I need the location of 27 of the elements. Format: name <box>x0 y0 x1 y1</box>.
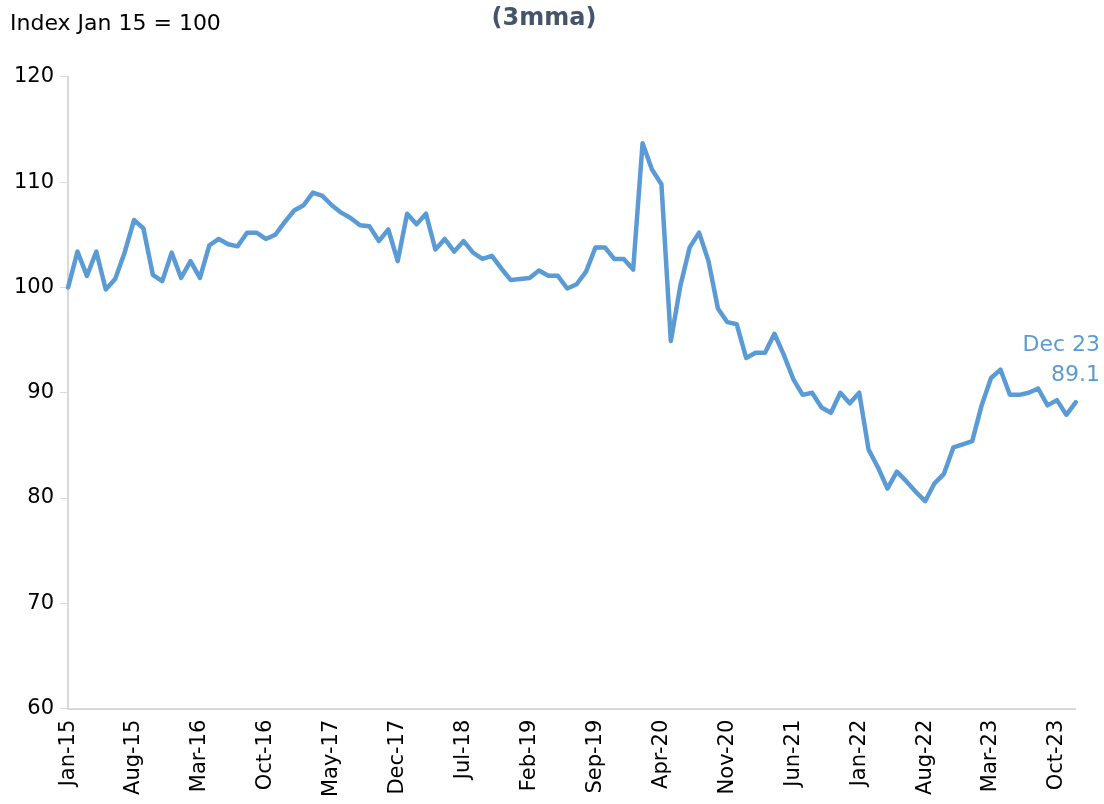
x-tick-label: Mar-16 <box>186 719 211 793</box>
annotation: Dec 23 <box>1022 330 1100 356</box>
y-tick-label: 100 <box>13 273 55 298</box>
y-tick-label: 90 <box>27 379 55 404</box>
x-tick-label: Jan-22 <box>845 719 870 789</box>
x-tick-label: Jul-18 <box>450 719 475 782</box>
x-tick-label: Jan-15 <box>54 719 79 789</box>
x-tick-label: Oct-23 <box>1043 719 1068 791</box>
x-tick-label: Oct-16 <box>252 719 277 791</box>
y-axis-title: Index Jan 15 = 100 <box>10 9 221 35</box>
chart-title: (3mma) <box>491 2 597 31</box>
x-tick-label: Dec-17 <box>384 719 409 795</box>
x-tick-label: Aug-15 <box>120 719 145 795</box>
y-tick-label: 80 <box>27 484 55 509</box>
y-tick-label: 70 <box>27 589 55 614</box>
x-tick-label: Apr-20 <box>647 719 672 789</box>
y-tick-label: 120 <box>13 63 55 88</box>
y-tick-label: 60 <box>27 695 55 720</box>
data-label: 89.1 <box>1051 360 1100 386</box>
x-tick-label: May-17 <box>318 719 343 798</box>
y-tick-label: 110 <box>13 168 55 193</box>
x-tick-label: Jun-21 <box>779 719 804 789</box>
x-tick-label: Aug-22 <box>911 719 936 795</box>
x-tick-label: Sep-19 <box>581 719 606 794</box>
x-tick-label: Nov-20 <box>713 719 738 795</box>
x-tick-label: Feb-19 <box>516 719 541 792</box>
x-tick-label: Mar-23 <box>977 719 1002 793</box>
